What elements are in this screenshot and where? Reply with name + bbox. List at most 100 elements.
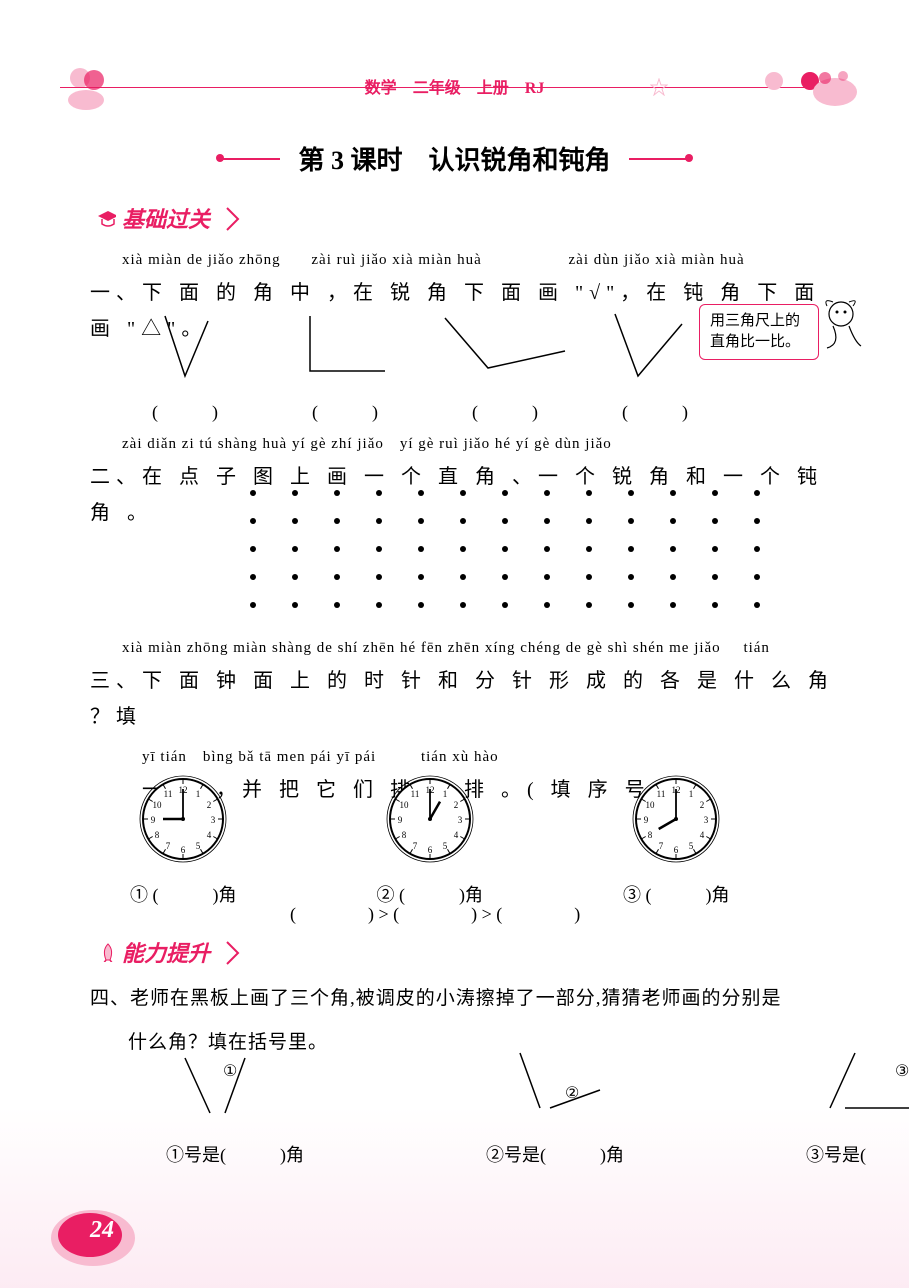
grid-dot [712, 490, 718, 496]
grid-dot [754, 602, 760, 608]
grid-dot [670, 546, 676, 552]
grid-dot [292, 518, 298, 524]
q3-pinyin-3: yī tián bìng bǎ tā men pái yī pái [142, 745, 376, 766]
svg-text:4: 4 [207, 830, 212, 840]
q1-paren-3: ( ) [440, 398, 570, 424]
grid-dot [460, 518, 466, 524]
grid-dot [250, 546, 256, 552]
grid-dot [544, 518, 550, 524]
rocket-icon [96, 942, 116, 962]
q4-label-3: ③号是( )角 [790, 1141, 909, 1167]
grid-dot [502, 546, 508, 552]
grid-dot [754, 518, 760, 524]
q3-han-1: 三、下 面 钟 面 上 的 时 针 和 分 针 形 成 的 各 是 什 么 角 … [90, 663, 850, 735]
graduation-cap-icon [96, 208, 116, 228]
grid-dot [502, 602, 508, 608]
grid-dot [292, 602, 298, 608]
grid-dot [376, 602, 382, 608]
grid-dot [544, 490, 550, 496]
q2-pinyin: zài diǎn zi tú shàng huà yí gè zhí jiǎo … [122, 432, 850, 453]
q1-angle-1: ( ) [120, 306, 250, 424]
grid-dot [628, 602, 634, 608]
grid-dot [250, 602, 256, 608]
grid-dot [250, 490, 256, 496]
svg-text:4: 4 [453, 830, 458, 840]
q4-label-2: ②号是( )角 [470, 1141, 640, 1167]
q3-pinyin-1: xià miàn zhōng miàn shàng de shí zhēn hé… [122, 640, 721, 657]
svg-text:5: 5 [196, 841, 201, 851]
grid-dot [754, 574, 760, 580]
grid-dot [586, 518, 592, 524]
section-1-label: 基础过关 [116, 202, 216, 234]
grid-dot [376, 574, 382, 580]
svg-text:1: 1 [689, 789, 694, 799]
q4-angle-1: ① ①号是( )角 [150, 1048, 320, 1167]
section-2-head: 能力提升 [96, 936, 216, 968]
grid-dot [544, 602, 550, 608]
tip-line-1: 用三角尺上的 [710, 311, 808, 332]
grid-dot [460, 490, 466, 496]
svg-text:6: 6 [428, 845, 433, 855]
section-2-divider-icon [224, 940, 246, 966]
svg-text:9: 9 [644, 815, 649, 825]
grid-dot [418, 602, 424, 608]
svg-text:7: 7 [413, 841, 418, 851]
svg-text:7: 7 [166, 841, 171, 851]
clock-label-1: ① ( )角 [130, 881, 237, 907]
grid-dot [754, 546, 760, 552]
q2-dot-grid [250, 490, 760, 630]
svg-text:9: 9 [151, 815, 156, 825]
svg-text:3: 3 [211, 815, 216, 825]
grid-dot [334, 546, 340, 552]
grid-dot [418, 546, 424, 552]
svg-text:3: 3 [458, 815, 463, 825]
header-star-icon [650, 78, 668, 96]
grid-dot [334, 574, 340, 580]
q1-paren-4: ( ) [600, 398, 710, 424]
clock-2: 123456789101112 ② ( )角 [377, 774, 484, 907]
svg-text:5: 5 [443, 841, 448, 851]
tip-mascot-icon [819, 296, 867, 354]
lesson-title-row: 第 3 课时 认识锐角和钝角 [0, 140, 909, 177]
grid-dot [712, 546, 718, 552]
svg-text:10: 10 [646, 800, 656, 810]
q1-angle-3: ( ) [440, 306, 570, 424]
svg-text:2: 2 [453, 800, 458, 810]
grid-dot [628, 518, 634, 524]
q4-label-1: ①号是( )角 [150, 1141, 320, 1167]
grid-dot [460, 546, 466, 552]
q3-pinyin-4: tián xù hào [421, 749, 499, 766]
q1-angle-4: ( ) [600, 306, 710, 424]
grid-dot [544, 546, 550, 552]
grid-dot [418, 574, 424, 580]
q1-pinyin-1: xià miàn de jiǎo zhōng [122, 252, 281, 269]
svg-text:1: 1 [196, 789, 201, 799]
q1-tip-box: 用三角尺上的 直角比一比。 [699, 304, 819, 360]
clock-label-3: ③ ( )角 [623, 881, 730, 907]
svg-text:11: 11 [410, 789, 419, 799]
grid-dot [334, 490, 340, 496]
svg-text:4: 4 [700, 830, 705, 840]
clock-1: 123456789101112 ① ( )角 [130, 774, 237, 907]
svg-text:①: ① [223, 1063, 237, 1080]
grid-dot [586, 602, 592, 608]
grid-dot [376, 546, 382, 552]
svg-text:8: 8 [648, 830, 653, 840]
q1-paren-1: ( ) [120, 398, 250, 424]
grid-dot [586, 546, 592, 552]
header-text: 数学 二年级 上册 RJ [365, 74, 545, 98]
svg-text:②: ② [565, 1085, 579, 1102]
grid-dot [292, 546, 298, 552]
grid-dot [460, 602, 466, 608]
grid-dot [418, 490, 424, 496]
tip-line-2: 直角比一比。 [710, 332, 808, 353]
section-2-label: 能力提升 [116, 936, 216, 968]
lesson-title: 第 3 课时 认识锐角和钝角 [280, 140, 628, 177]
svg-text:2: 2 [207, 800, 212, 810]
grid-dot [712, 602, 718, 608]
q4-han-1: 四、老师在黑板上画了三个角,被调皮的小涛擦掉了一部分,猜猜老师画的分别是 [90, 982, 850, 1016]
grid-dot [670, 574, 676, 580]
q4-figures: ① ①号是( )角 ② ②号是( )角 ③ ③号是( )角 [150, 1048, 909, 1167]
header-bar: 数学 二年级 上册 RJ [60, 86, 849, 89]
grid-dot [712, 574, 718, 580]
